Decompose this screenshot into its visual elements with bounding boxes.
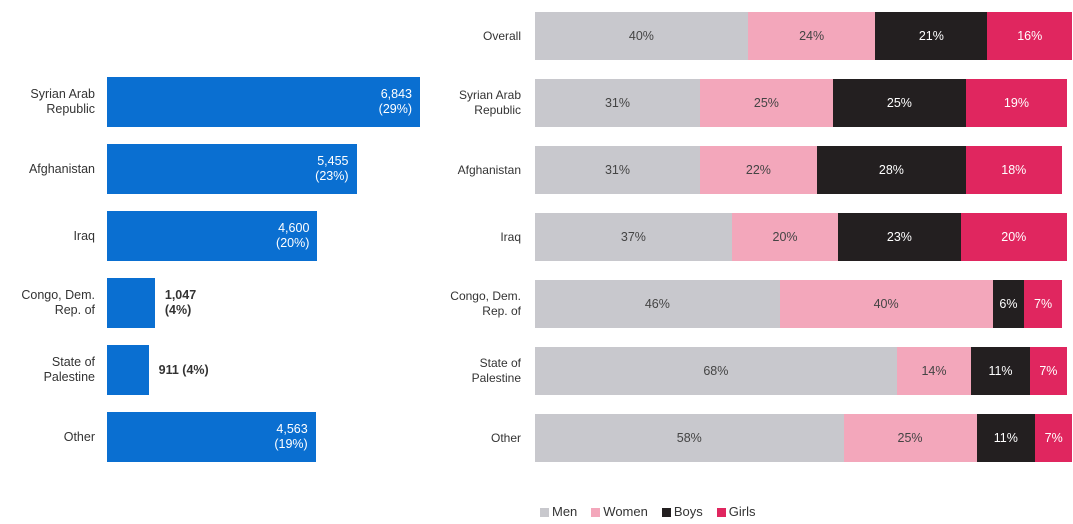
value-label: 6,843 (29%) bbox=[378, 87, 412, 116]
category-label: Other bbox=[490, 430, 521, 445]
segment-label: 58% bbox=[676, 430, 702, 445]
bar bbox=[107, 345, 149, 395]
legend-label: Girls bbox=[728, 504, 756, 519]
category-label: State of Palestine bbox=[43, 355, 95, 384]
legend-swatch bbox=[716, 508, 726, 517]
segment-label: 7% bbox=[1044, 430, 1063, 445]
bar-segment: 7% bbox=[1035, 414, 1073, 462]
bar-segment: 25% bbox=[699, 79, 833, 127]
segment-label: 11% bbox=[988, 363, 1013, 378]
segment-label: 25% bbox=[753, 95, 779, 110]
segment-label: 46% bbox=[644, 296, 670, 311]
value-label: 4,600 (20%) bbox=[276, 221, 310, 250]
value-label: 5,455 (23%) bbox=[315, 154, 349, 183]
value-label: 1,047 (4%) bbox=[164, 288, 197, 317]
legend-label: Women bbox=[603, 504, 648, 519]
category-label: Afghanistan bbox=[457, 162, 521, 177]
segment-label: 22% bbox=[745, 162, 771, 177]
legend-label: Men bbox=[552, 504, 578, 519]
bar-segment: 14% bbox=[896, 347, 972, 395]
segment-label: 37% bbox=[620, 229, 646, 244]
bar-segment: 20% bbox=[731, 213, 839, 261]
segment-label: 31% bbox=[604, 162, 630, 177]
category-label: Syrian Arab Republic bbox=[458, 88, 521, 117]
segment-label: 31% bbox=[604, 95, 630, 110]
bar-segment: 18% bbox=[965, 146, 1062, 194]
segment-label: 25% bbox=[897, 430, 923, 445]
segment-label: 21% bbox=[918, 28, 944, 43]
legend-label: Boys bbox=[673, 504, 703, 519]
bar-segment: 46% bbox=[535, 280, 780, 328]
bar-segment: 19% bbox=[965, 79, 1067, 127]
bar-segment: 58% bbox=[535, 414, 844, 462]
category-label: Other bbox=[63, 429, 95, 444]
bar-segment: 6% bbox=[992, 280, 1025, 328]
value-label: 911 (4%) bbox=[158, 362, 209, 377]
category-label: Iraq bbox=[500, 229, 521, 244]
bar-segment: 23% bbox=[838, 213, 961, 261]
bar bbox=[107, 77, 420, 127]
segment-label: 25% bbox=[886, 95, 912, 110]
bar bbox=[107, 211, 318, 261]
bar-segment: 22% bbox=[699, 146, 817, 194]
bar-segment: 7% bbox=[1029, 347, 1067, 395]
segment-label: 28% bbox=[878, 162, 904, 177]
segment-label: 20% bbox=[1001, 229, 1027, 244]
bar bbox=[107, 412, 316, 462]
segment-label: 7% bbox=[1039, 363, 1058, 378]
bar-segment: 68% bbox=[535, 347, 897, 395]
segment-label: 24% bbox=[799, 28, 825, 43]
value-label: 4,563 (19%) bbox=[274, 422, 308, 451]
bar-segment: 40% bbox=[535, 12, 748, 60]
category-label: State of Palestine bbox=[471, 356, 521, 385]
bar-segment: 28% bbox=[816, 146, 966, 194]
segment-label: 14% bbox=[921, 363, 947, 378]
segment-label: 68% bbox=[703, 363, 729, 378]
segment-label: 19% bbox=[1003, 95, 1029, 110]
bar-segment: 16% bbox=[987, 12, 1073, 60]
legend-swatch bbox=[661, 508, 671, 517]
bar-segment: 24% bbox=[747, 12, 876, 60]
category-label: Iraq bbox=[73, 228, 95, 243]
bar-segment: 31% bbox=[535, 146, 700, 194]
bar-segment: 11% bbox=[976, 414, 1036, 462]
bar-segment: 7% bbox=[1024, 280, 1062, 328]
segment-label: 18% bbox=[1001, 162, 1027, 177]
bar-segment: 25% bbox=[843, 414, 977, 462]
bar bbox=[107, 144, 357, 194]
segment-label: 6% bbox=[999, 296, 1018, 311]
bar bbox=[107, 278, 155, 328]
category-label: Syrian Arab Republic bbox=[30, 87, 95, 116]
bar-segment: 11% bbox=[971, 347, 1030, 395]
bar-segment: 40% bbox=[779, 280, 993, 328]
segment-label: 16% bbox=[1017, 28, 1043, 43]
category-label: Overall bbox=[482, 28, 521, 43]
category-label: Congo, Dem. Rep. of bbox=[450, 289, 521, 318]
segment-label: 40% bbox=[873, 296, 899, 311]
bar-segment: 25% bbox=[832, 79, 966, 127]
bar-segment: 31% bbox=[535, 79, 700, 127]
segment-label: 11% bbox=[993, 430, 1018, 445]
bar-segment: 21% bbox=[875, 12, 988, 60]
legend-swatch bbox=[591, 508, 601, 517]
segment-label: 20% bbox=[772, 229, 798, 244]
bar-segment: 37% bbox=[535, 213, 732, 261]
category-label: Afghanistan bbox=[28, 161, 95, 176]
legend-swatch bbox=[540, 508, 549, 517]
segment-label: 40% bbox=[628, 28, 654, 43]
category-label: Congo, Dem. Rep. of bbox=[21, 288, 95, 317]
segment-label: 7% bbox=[1034, 296, 1053, 311]
segment-label: 23% bbox=[886, 229, 912, 244]
bar-segment: 20% bbox=[960, 213, 1067, 261]
